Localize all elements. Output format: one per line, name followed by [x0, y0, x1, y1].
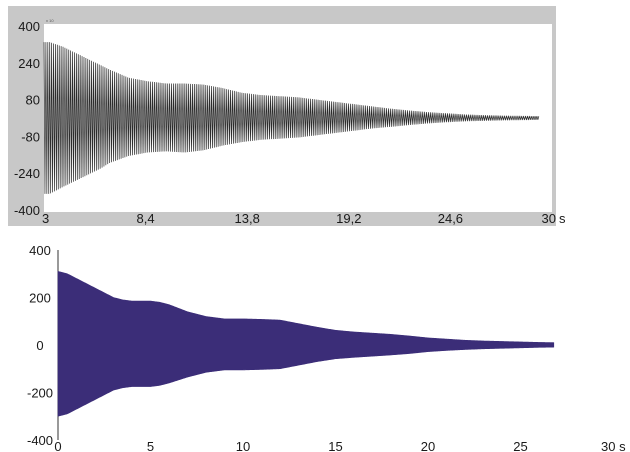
x-tick-label: 13,8 [235, 211, 260, 226]
top-signal-waveform [43, 42, 540, 194]
y-tick-label: -400 [14, 203, 40, 218]
top-chart: x 10 400 240 80 -80 -240 -400 3 8,4 13,8 19,2 24,… [8, 6, 566, 226]
y-tick-label: -200 [27, 386, 53, 401]
bottom-chart: 400 200 0 -200 -400 0 5 10 15 20 25 30 s [27, 243, 626, 452]
x-tick-label: 3 [42, 211, 49, 226]
x-tick-label: 19,2 [336, 211, 361, 226]
bottom-y-axis-ticks: 400 200 0 -200 -400 [27, 243, 53, 448]
y-tick-label: -80 [21, 129, 40, 144]
x-tick-label: 30 s [601, 439, 626, 452]
x-tick-label: 20 [421, 439, 435, 452]
y-tick-label: -400 [27, 433, 53, 448]
top-x-unit-label: s [559, 211, 566, 226]
y-tick-label: 240 [18, 56, 40, 71]
x-tick-label: 8,4 [137, 211, 155, 226]
top-x-axis-ticks: 3 8,4 13,8 19,2 24,6 30 [42, 211, 556, 226]
y-tick-label: 400 [29, 243, 51, 258]
x-tick-label: 24,6 [438, 211, 463, 226]
y-tick-label: 0 [36, 338, 43, 353]
x-tick-label: 10 [236, 439, 250, 452]
x-tick-label: 25 [513, 439, 527, 452]
bottom-signal-waveform [57, 270, 555, 417]
x-tick-label: 5 [147, 439, 154, 452]
y-tick-label: -240 [14, 166, 40, 181]
y-tick-label: 400 [18, 19, 40, 34]
x-tick-label: 15 [328, 439, 342, 452]
top-y-axis-ticks: 400 240 80 -80 -240 -400 [14, 19, 40, 218]
x-tick-label: 30 [542, 211, 556, 226]
y-tick-label: 200 [29, 291, 51, 306]
y-tick-label: 80 [26, 93, 40, 108]
bottom-x-axis-ticks: 0 5 10 15 20 25 30 s [54, 439, 626, 452]
x-tick-label: 0 [54, 439, 61, 452]
top-corner-label: x 10 [46, 18, 54, 23]
